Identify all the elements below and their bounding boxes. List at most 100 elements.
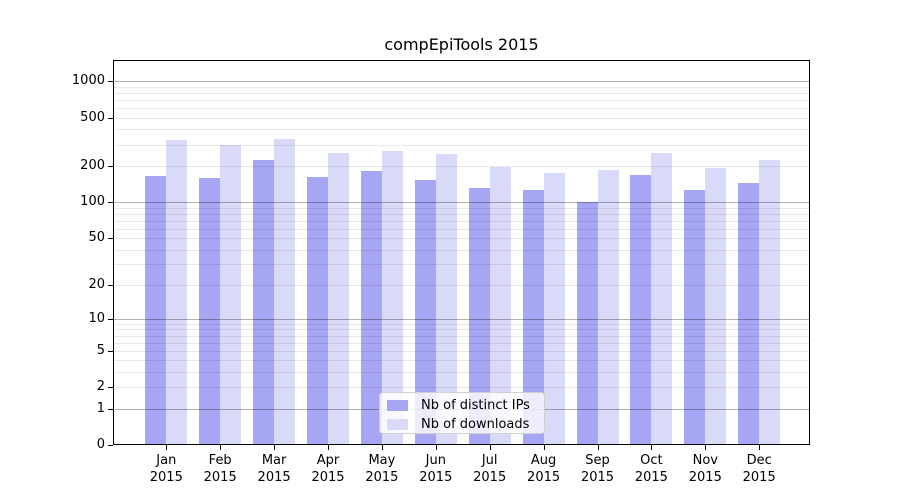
y-tick-label-100: 100 <box>80 194 105 210</box>
x-tick-year: 2015 <box>257 470 291 485</box>
bar-distinct-ips-oct-2015 <box>630 174 652 445</box>
gridline-major-1000 <box>113 81 810 82</box>
x-tick-label-dec: Dec 2015 <box>727 452 791 486</box>
y-tick-label-1000: 1000 <box>71 73 105 89</box>
x-tick-label-aug: Aug 2015 <box>512 452 576 486</box>
y-tick-mark-5 <box>108 351 113 352</box>
bar-downloads-sep-2015 <box>597 170 619 445</box>
gridline-minor-700 <box>113 100 810 101</box>
legend-item-downloads: Nb of downloads <box>387 416 544 433</box>
gridline-minor-500 <box>113 118 810 119</box>
gridline-minor-300 <box>113 145 810 146</box>
gridline-minor-80 <box>113 214 810 215</box>
bar-downloads-nov-2015 <box>705 167 727 445</box>
gridline-major-100 <box>113 202 810 203</box>
bar-downloads-oct-2015 <box>651 152 673 445</box>
x-tick-year: 2015 <box>742 470 776 485</box>
bar-downloads-mar-2015 <box>274 138 296 445</box>
bar-downloads-may-2015 <box>381 151 403 445</box>
x-tick-mark-nov <box>705 445 706 450</box>
gridline-minor-2 <box>113 387 810 388</box>
bar-downloads-feb-2015 <box>220 144 242 445</box>
bar-distinct-ips-sep-2015 <box>576 202 598 445</box>
y-tick-mark-2 <box>108 387 113 388</box>
x-tick-month: Jan <box>156 453 177 468</box>
bar-downloads-jan-2015 <box>166 140 188 445</box>
gridline-minor-8 <box>113 329 810 330</box>
x-tick-month: Dec <box>746 453 772 468</box>
x-tick-month: Nov <box>692 453 718 468</box>
chart-title: compEpiTools 2015 <box>384 35 539 54</box>
gridline-minor-3 <box>113 372 810 373</box>
bar-distinct-ips-nov-2015 <box>684 189 706 445</box>
x-tick-month: Oct <box>640 453 663 468</box>
x-tick-mark-feb <box>220 445 221 450</box>
gridline-minor-9 <box>113 324 810 325</box>
y-tick-label-10: 10 <box>88 310 105 326</box>
bar-distinct-ips-mar-2015 <box>253 159 275 445</box>
x-tick-mark-jan <box>166 445 167 450</box>
plot-area: Nb of distinct IPs Nb of downloads <box>113 60 810 445</box>
x-tick-mark-oct <box>651 445 652 450</box>
x-tick-year: 2015 <box>580 470 615 485</box>
x-tick-month: Sep <box>585 453 610 468</box>
bar-downloads-jun-2015 <box>435 154 457 445</box>
x-tick-month: Feb <box>208 453 232 468</box>
gridline-minor-90 <box>113 208 810 209</box>
x-tick-month: Jun <box>425 453 446 468</box>
y-tick-label-5: 5 <box>96 342 105 358</box>
legend-swatch-downloads <box>387 419 408 430</box>
x-tick-mark-dec <box>759 445 760 450</box>
x-tick-mark-apr <box>328 445 329 450</box>
gridline-minor-900 <box>113 87 810 88</box>
gridline-minor-600 <box>113 108 810 109</box>
legend-swatch-distinct-ips <box>387 400 408 411</box>
y-tick-mark-0 <box>108 445 113 446</box>
x-tick-month: Apr <box>316 453 340 468</box>
gridline-minor-40 <box>113 250 810 251</box>
gridline-minor-60 <box>113 229 810 230</box>
y-tick-label-50: 50 <box>88 230 105 246</box>
bar-distinct-ips-jun-2015 <box>414 179 436 445</box>
x-tick-mark-aug <box>544 445 545 450</box>
x-tick-mark-may <box>382 445 383 450</box>
x-tick-year: 2015 <box>311 470 345 485</box>
x-tick-year: 2015 <box>365 470 399 485</box>
y-tick-mark-1 <box>108 409 113 410</box>
gridline-minor-70 <box>113 221 810 222</box>
gridline-minor-5 <box>113 351 810 352</box>
x-tick-label-feb: Feb 2015 <box>188 452 252 486</box>
y-tick-mark-200 <box>108 166 113 167</box>
y-tick-label-0: 0 <box>96 437 105 452</box>
bar-downloads-apr-2015 <box>328 152 349 445</box>
bar-distinct-ips-apr-2015 <box>307 176 328 445</box>
bar-distinct-ips-jan-2015 <box>145 175 167 445</box>
bar-distinct-ips-dec-2015 <box>738 182 760 445</box>
x-tick-label-jul: Jul 2015 <box>458 452 522 486</box>
x-tick-mark-mar <box>274 445 275 450</box>
y-tick-mark-1000 <box>108 81 113 82</box>
bar-downloads-dec-2015 <box>759 159 781 445</box>
gridline-minor-50 <box>113 238 810 239</box>
x-tick-year: 2015 <box>473 470 507 485</box>
bar-distinct-ips-may-2015 <box>360 171 382 445</box>
y-tick-label-1: 1 <box>96 400 105 416</box>
legend-label-distinct-ips: Nb of distinct IPs <box>421 397 530 413</box>
grid-layer <box>113 60 810 445</box>
y-tick-label-20: 20 <box>88 276 105 292</box>
x-tick-month: May <box>368 453 396 468</box>
gridline-minor-400 <box>113 129 810 130</box>
x-tick-year: 2015 <box>203 470 237 485</box>
x-tick-month: Aug <box>530 453 557 468</box>
x-tick-mark-jul <box>490 445 491 450</box>
legend: Nb of distinct IPs Nb of downloads <box>379 392 545 434</box>
bar-downloads-jul-2015 <box>489 166 511 445</box>
y-tick-label-2: 2 <box>96 379 105 395</box>
gridline-minor-7 <box>113 336 810 337</box>
y-tick-mark-20 <box>108 285 113 286</box>
y-tick-mark-500 <box>108 118 113 119</box>
x-tick-label-apr: Apr 2015 <box>296 452 360 486</box>
legend-item-distinct-ips: Nb of distinct IPs <box>387 397 544 414</box>
gridline-minor-4 <box>113 360 810 361</box>
